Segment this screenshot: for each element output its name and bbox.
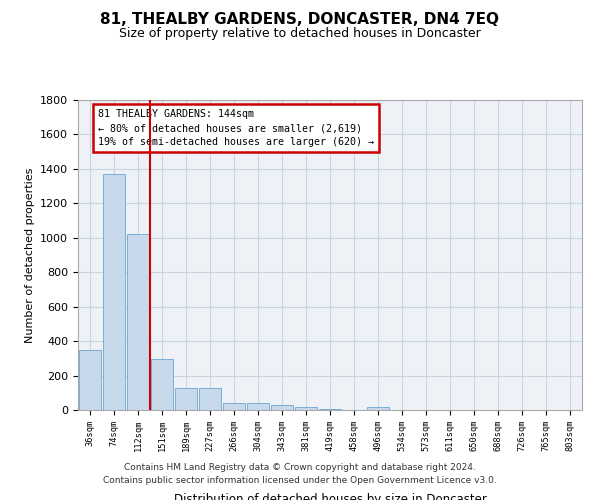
Bar [295,406,317,410]
Text: Size of property relative to detached houses in Doncaster: Size of property relative to detached ho… [119,28,481,40]
Text: Contains public sector information licensed under the Open Government Licence v3: Contains public sector information licen… [103,476,497,485]
Text: Contains HM Land Registry data © Crown copyright and database right 2024.: Contains HM Land Registry data © Crown c… [124,464,476,472]
Bar [319,409,341,410]
Bar [175,388,197,410]
Text: 81, THEALBY GARDENS, DONCASTER, DN4 7EQ: 81, THEALBY GARDENS, DONCASTER, DN4 7EQ [101,12,499,28]
Bar [127,234,149,410]
Bar [247,403,269,410]
X-axis label: Distribution of detached houses by size in Doncaster: Distribution of detached houses by size … [173,493,487,500]
Bar [367,406,389,410]
Bar [271,405,293,410]
Bar [199,388,221,410]
Bar [223,403,245,410]
Bar [79,350,101,410]
Y-axis label: Number of detached properties: Number of detached properties [25,168,35,342]
Bar [151,359,173,410]
Text: 81 THEALBY GARDENS: 144sqm
← 80% of detached houses are smaller (2,619)
19% of s: 81 THEALBY GARDENS: 144sqm ← 80% of deta… [98,110,374,148]
Bar [103,174,125,410]
